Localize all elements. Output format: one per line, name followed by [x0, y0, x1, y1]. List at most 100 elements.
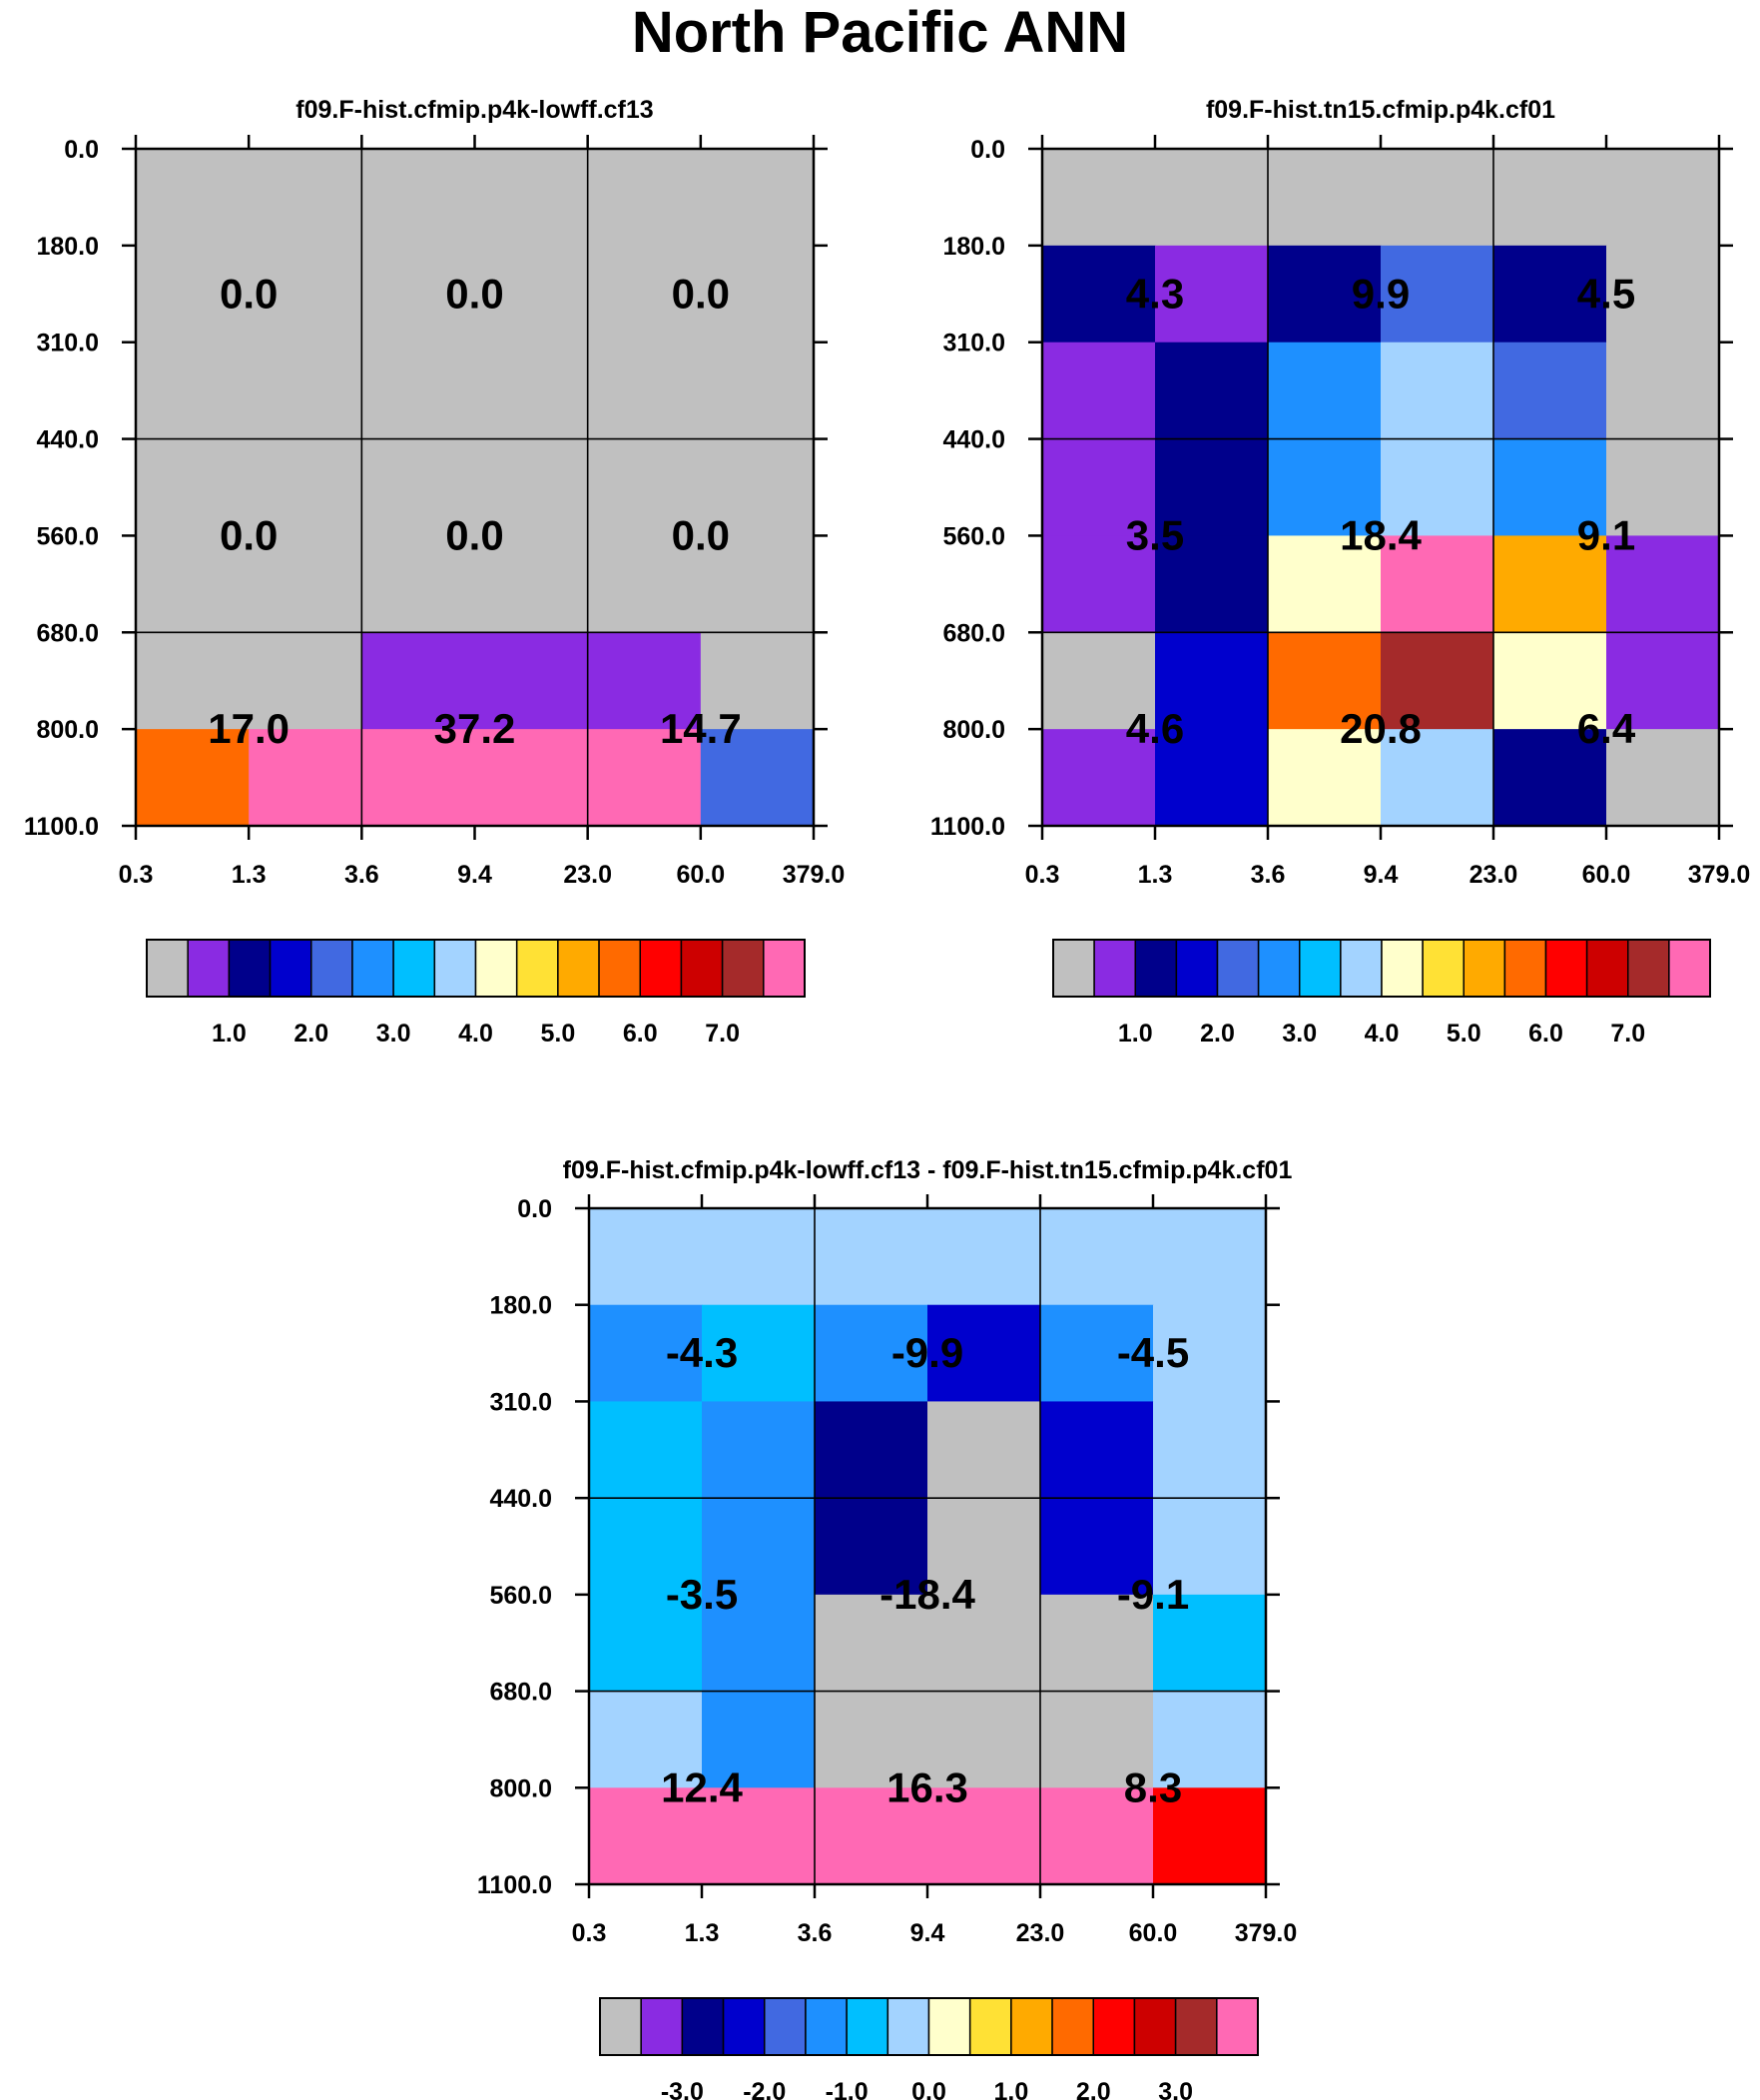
colorbar-swatch	[557, 939, 600, 998]
heatmap-cell	[1042, 438, 1156, 537]
colorbar-label: 3.0	[1282, 1020, 1317, 1048]
heatmap-cell	[1153, 1304, 1267, 1403]
heatmap-cell	[249, 245, 362, 344]
heatmap-cell	[249, 632, 362, 730]
colorbar-swatch	[187, 939, 231, 998]
section-value-label: 20.8	[1340, 705, 1422, 752]
heatmap-cell	[474, 729, 589, 827]
colorbar-label: 0.0	[911, 2078, 946, 2100]
colorbar-swatch	[1668, 939, 1711, 998]
heatmap-cell	[927, 1594, 1041, 1693]
heatmap-cell	[1040, 1498, 1154, 1596]
heatmap-cell	[1155, 632, 1269, 730]
heatmap-cell	[700, 535, 815, 633]
colorbar-swatch	[598, 939, 641, 998]
colorbar-swatch	[1544, 939, 1588, 998]
colorbar-swatch	[1627, 939, 1670, 998]
colorbar-swatch	[1585, 939, 1629, 998]
colorbar-swatch	[846, 1997, 889, 2056]
heatmap-cell	[249, 149, 362, 247]
y-tick-label: 310.0	[36, 330, 99, 357]
y-tick-label: 560.0	[36, 522, 99, 550]
colorbar-swatch	[146, 939, 189, 998]
heatmap-cell	[587, 342, 702, 440]
section-value-label: 0.0	[672, 270, 730, 317]
heatmap-cell	[1381, 729, 1494, 827]
heatmap-cell	[700, 149, 815, 247]
heatmap-cell	[1493, 342, 1607, 440]
heatmap-cell	[136, 729, 250, 827]
heatmap-cell	[1042, 149, 1156, 247]
heatmap-cell	[589, 1208, 703, 1306]
y-tick-label: 0.0	[970, 136, 1005, 164]
heatmap-cell	[361, 342, 476, 440]
heatmap-cell	[1268, 535, 1382, 633]
heatmap-cell	[1268, 245, 1382, 344]
colorbar-swatch	[927, 1997, 971, 2056]
heatmap-cell	[1042, 632, 1156, 730]
colorbar-swatch	[968, 1997, 1012, 2056]
colorbar-label: 1.0	[993, 2078, 1028, 2100]
x-tick-label: 0.3	[1025, 861, 1060, 889]
colorbar-swatch	[1257, 939, 1301, 998]
heatmap-cell	[136, 535, 250, 633]
colorbar-swatch	[639, 939, 683, 998]
heatmap-cell	[249, 535, 362, 633]
heatmap-cell	[815, 1498, 928, 1596]
colorbar-swatch	[1093, 939, 1136, 998]
y-tick-label: 680.0	[36, 619, 99, 647]
section-value-label: 0.0	[445, 270, 503, 317]
heatmap-cell	[136, 149, 250, 247]
colorbar-swatch	[640, 1997, 684, 2056]
heatmap-panel-control: f09.F-hist.tn15.cfmip.p4k.cf01 0.3 1.3 3.6 9…	[930, 96, 1750, 1048]
heatmap-cell	[249, 342, 362, 440]
heatmap-cell	[815, 1691, 928, 1788]
heatmap-cell	[474, 632, 589, 730]
heatmap-cell	[1153, 1594, 1267, 1693]
section-value-label: 4.6	[1126, 705, 1184, 752]
colorbar-label: 5.0	[1447, 1020, 1481, 1048]
colorbar-swatch	[1216, 939, 1260, 998]
colorbar-swatch	[681, 1997, 725, 2056]
heatmap-cell	[1268, 342, 1382, 440]
panel-title: f09.F-hist.cfmip.p4k-lowff.cf13 - f09.F-…	[563, 1156, 1293, 1184]
section-value-label: 0.0	[445, 511, 503, 558]
y-tick-label: 800.0	[942, 716, 1005, 744]
heatmap-cell	[1042, 245, 1156, 344]
heatmap-cell	[1493, 438, 1607, 537]
heatmap-cell	[1606, 438, 1720, 537]
heatmap-cell	[927, 1787, 1041, 1885]
heatmap-cell	[1155, 729, 1269, 827]
heatmap-cell	[927, 1691, 1041, 1788]
colorbar-swatch	[310, 939, 353, 998]
heatmap-cell	[1606, 632, 1720, 730]
y-tick-label: 0.0	[517, 1195, 552, 1223]
section-value-label: 0.0	[672, 511, 730, 558]
colorbar-label: 6.0	[1528, 1020, 1563, 1048]
colorbar-label: 1.0	[1118, 1020, 1153, 1048]
x-tick-label: 3.6	[1251, 861, 1286, 889]
heatmap-cell	[1040, 1401, 1154, 1499]
heatmap-panel-difference: f09.F-hist.cfmip.p4k-lowff.cf13 - f09.F-…	[477, 1156, 1297, 2100]
heatmap-cell	[1268, 729, 1382, 827]
heatmap-cell	[927, 1401, 1041, 1499]
heatmap-cell	[702, 1401, 816, 1499]
y-tick-label: 180.0	[36, 233, 99, 261]
heatmap-cell	[1268, 632, 1382, 730]
heatmap-cell	[1040, 1208, 1154, 1306]
heatmap-cell	[474, 535, 589, 633]
heatmap-cell	[815, 1208, 928, 1306]
heatmap-cell	[1040, 1304, 1154, 1403]
colorbar-swatch	[722, 1997, 766, 2056]
heatmap-cell	[1381, 149, 1494, 247]
heatmap-cell	[1153, 1401, 1267, 1499]
heatmap-cell	[1042, 535, 1156, 633]
x-tick-label: 3.6	[344, 861, 379, 889]
y-tick-label: 310.0	[489, 1388, 552, 1416]
colorbar-swatch	[351, 939, 394, 998]
y-tick-label: 680.0	[942, 619, 1005, 647]
section-value-label: -18.4	[880, 1571, 975, 1618]
colorbar-swatch	[1503, 939, 1547, 998]
heatmap-cell	[815, 1401, 928, 1499]
heatmap-cell	[589, 1594, 703, 1693]
